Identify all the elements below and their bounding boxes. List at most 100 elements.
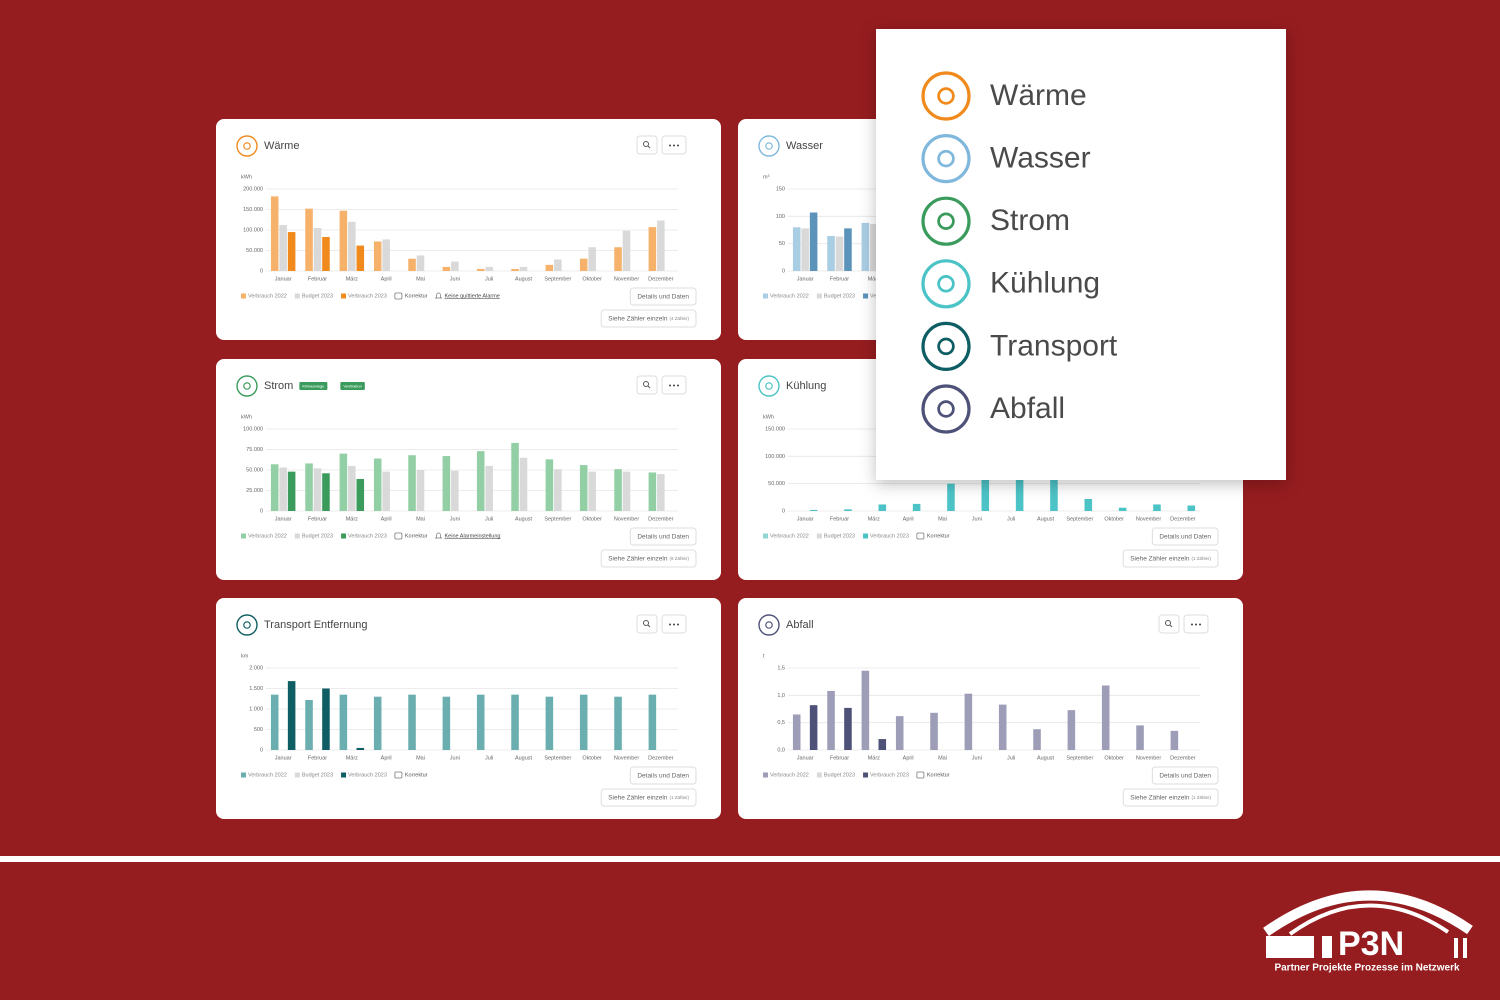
more-glyph bbox=[1191, 623, 1193, 626]
search-glyph bbox=[643, 141, 649, 147]
bar bbox=[622, 230, 631, 271]
alarm-icon bbox=[434, 532, 443, 539]
details-button[interactable] bbox=[629, 287, 697, 306]
search-button[interactable] bbox=[636, 375, 658, 395]
bar bbox=[792, 714, 801, 750]
meters-button-label: Siehe Zähler einzeln bbox=[608, 316, 668, 323]
popup-item[interactable]: Strom bbox=[990, 204, 1070, 237]
details-button[interactable] bbox=[629, 527, 697, 546]
bar bbox=[519, 266, 528, 271]
search-glyph bbox=[647, 145, 651, 149]
y-tick-label: 100.000 bbox=[243, 227, 263, 233]
details-button[interactable] bbox=[1151, 527, 1219, 546]
unit-label: km bbox=[241, 653, 249, 659]
y-tick-label: 0,5 bbox=[777, 720, 785, 726]
search-button[interactable] bbox=[1158, 614, 1180, 634]
bar bbox=[287, 471, 296, 511]
card-title: Wärme bbox=[264, 140, 299, 152]
legend-label: Budget 2023 bbox=[302, 533, 333, 539]
details-button[interactable] bbox=[1151, 766, 1219, 785]
x-tick-label: Juli bbox=[1007, 755, 1015, 761]
badge-label: Klimaanlage bbox=[302, 384, 325, 389]
legend-swatch bbox=[763, 772, 768, 778]
x-tick-label: Juli bbox=[1007, 516, 1015, 522]
x-tick-label: Mai bbox=[416, 516, 425, 522]
x-tick-label: August bbox=[515, 755, 533, 761]
more-glyph bbox=[673, 144, 675, 147]
legend-swatch bbox=[816, 772, 822, 778]
meters-button[interactable] bbox=[600, 788, 697, 807]
x-tick-label: Juli bbox=[485, 276, 493, 282]
x-tick-label: Juni bbox=[972, 516, 982, 522]
bar bbox=[373, 696, 382, 750]
legend-label: Verbrauch 2023 bbox=[348, 533, 387, 539]
y-tick-label: 1,0 bbox=[777, 693, 785, 699]
legend-label: Verbrauch 2023 bbox=[348, 293, 387, 299]
details-button[interactable] bbox=[629, 766, 697, 785]
card-icon bbox=[758, 375, 780, 397]
x-tick-label: November bbox=[1136, 755, 1162, 761]
y-tick-label: 50.000 bbox=[246, 467, 263, 473]
popup-icon-glyph bbox=[937, 212, 955, 230]
popup-item[interactable]: Abfall bbox=[990, 392, 1065, 425]
popup-icon bbox=[921, 259, 971, 309]
more-glyph bbox=[677, 623, 679, 626]
unit-label: kWh bbox=[241, 414, 252, 420]
card-title: Wasser bbox=[786, 140, 823, 152]
card: Wärme kWh 0 50.000 100.000 150.000 200.000 Janu… bbox=[216, 119, 721, 340]
y-tick-label: 100 bbox=[776, 214, 785, 220]
popup-item[interactable]: Kühlung bbox=[990, 267, 1100, 300]
details-button-label: Details und Daten bbox=[637, 773, 689, 780]
details-button-label: Details und Daten bbox=[637, 534, 689, 541]
bar bbox=[809, 212, 818, 271]
bar bbox=[287, 681, 296, 750]
popup-item[interactable]: Transport bbox=[990, 329, 1118, 362]
x-tick-label: Januar bbox=[797, 276, 814, 282]
y-tick-label: 150 bbox=[776, 186, 785, 192]
bar bbox=[614, 247, 622, 271]
bar bbox=[657, 474, 665, 511]
unit-label: kWh bbox=[241, 174, 252, 180]
bar bbox=[981, 472, 990, 511]
bar bbox=[348, 465, 356, 511]
search-button[interactable] bbox=[636, 135, 658, 155]
y-tick-label: 75.000 bbox=[246, 447, 263, 453]
more-glyph bbox=[673, 384, 675, 387]
y-tick-label: 150.000 bbox=[765, 426, 785, 432]
bar bbox=[579, 694, 588, 750]
y-tick-label: 50.000 bbox=[768, 481, 785, 487]
meters-button[interactable] bbox=[600, 549, 697, 568]
popup-item[interactable]: Wärme bbox=[990, 79, 1087, 112]
logo-arch bbox=[1263, 890, 1473, 937]
bar bbox=[408, 455, 416, 511]
card-title: Strom bbox=[264, 380, 293, 392]
meters-button-label: Siehe Zähler einzeln bbox=[608, 556, 668, 563]
meters-button[interactable] bbox=[1122, 788, 1219, 807]
meters-button[interactable] bbox=[1122, 549, 1219, 568]
bar bbox=[1170, 730, 1179, 750]
bar bbox=[588, 247, 596, 271]
alarm-link[interactable]: Keine Alarmeinstellung bbox=[445, 533, 501, 539]
popup-item[interactable]: Wasser bbox=[990, 142, 1091, 175]
legend-swatch bbox=[294, 533, 300, 539]
bar bbox=[442, 696, 451, 750]
x-tick-label: Juni bbox=[450, 755, 460, 761]
x-tick-label: Oktober bbox=[582, 755, 602, 761]
meters-button[interactable] bbox=[600, 309, 697, 328]
bar bbox=[648, 227, 657, 271]
legend-label: Budget 2023 bbox=[302, 772, 333, 778]
bar bbox=[801, 228, 809, 271]
search-button[interactable] bbox=[636, 614, 658, 634]
alarm-link[interactable]: Keine quittierte Alarme bbox=[445, 293, 500, 299]
logo-block bbox=[1322, 936, 1332, 958]
bar bbox=[1136, 725, 1144, 750]
x-tick-label: Oktober bbox=[582, 276, 602, 282]
bar bbox=[270, 694, 279, 750]
bar bbox=[579, 258, 588, 271]
card: Abfall t 0,0 0,5 1,0 1,5 Januar Februar März Apri… bbox=[738, 598, 1243, 819]
search-glyph bbox=[1165, 620, 1171, 626]
bar bbox=[947, 483, 955, 511]
bar bbox=[878, 739, 887, 750]
bar bbox=[554, 259, 562, 271]
bar bbox=[511, 268, 519, 271]
